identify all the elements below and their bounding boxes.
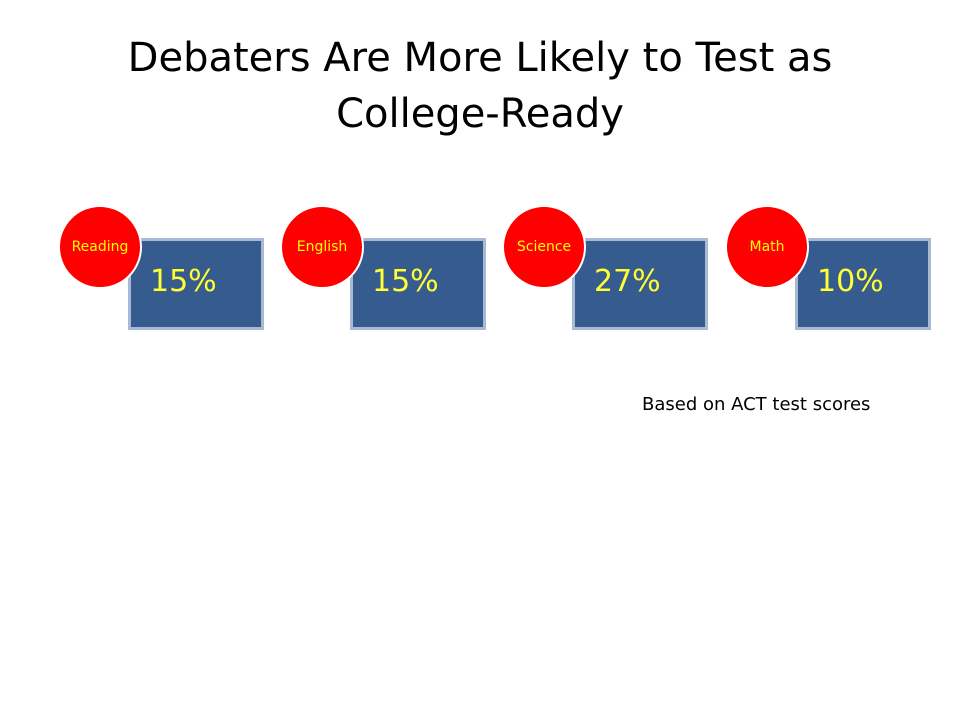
stat-value: 10% <box>817 264 884 299</box>
subject-label: English <box>296 239 348 255</box>
subject-label: Science <box>516 239 572 255</box>
subject-badge: Science <box>502 205 586 289</box>
source-note: Based on ACT test scores <box>642 394 871 415</box>
subject-badge: Reading <box>58 205 142 289</box>
stat-value: 15% <box>372 264 439 299</box>
slide-title-line-1: Debaters Are More Likely to Test as <box>127 35 833 81</box>
stat-card-reading: 15% Reading <box>58 205 268 330</box>
stat-box: 15% <box>128 238 264 330</box>
subject-label: Math <box>749 239 785 255</box>
slide-title: Debaters Are More Likely to Test as Coll… <box>40 30 920 142</box>
stat-card-science: 27% Science <box>502 205 712 330</box>
stat-box: 27% <box>572 238 708 330</box>
slide-title-line-2: College-Ready <box>336 91 624 137</box>
subject-badge: Math <box>725 205 809 289</box>
stat-value: 27% <box>594 264 661 299</box>
stat-box: 10% <box>795 238 931 330</box>
stat-card-math: 10% Math <box>725 205 935 330</box>
subject-label: Reading <box>71 239 129 255</box>
stat-box: 15% <box>350 238 486 330</box>
stat-card-english: 15% English <box>280 205 490 330</box>
stat-value: 15% <box>150 264 217 299</box>
subject-badge: English <box>280 205 364 289</box>
